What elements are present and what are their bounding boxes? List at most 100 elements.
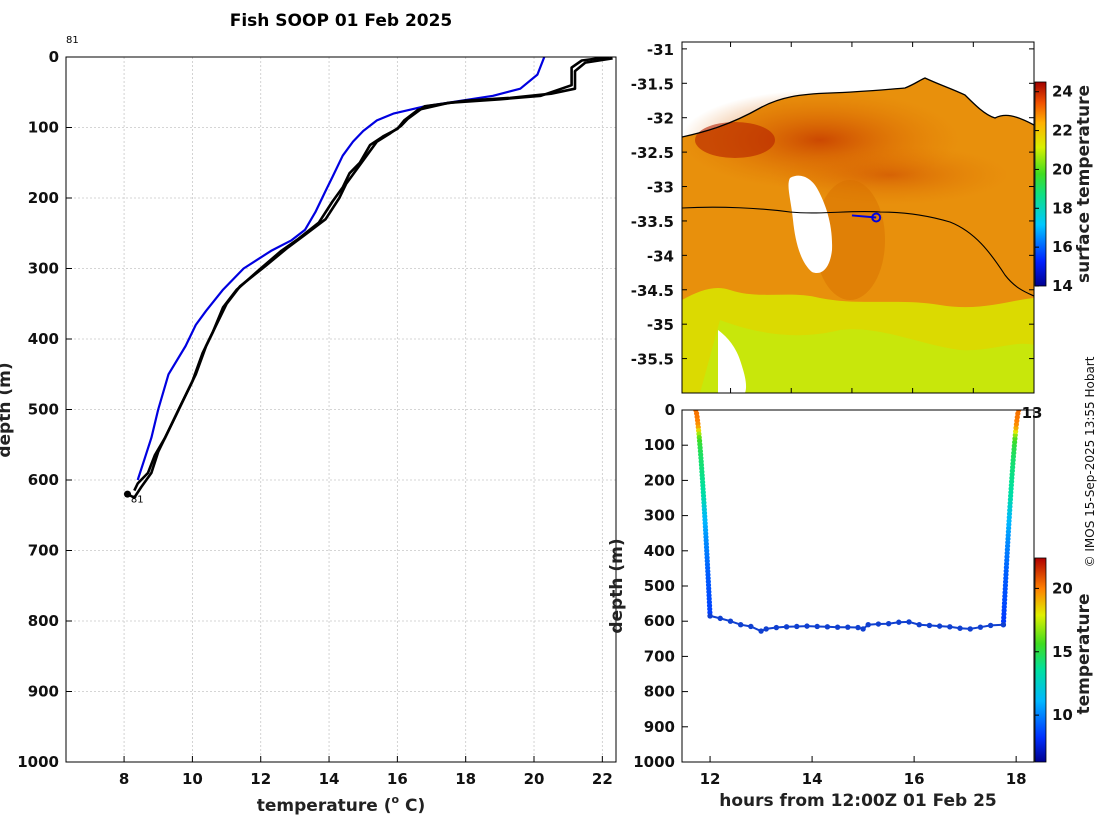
bottom-point xyxy=(727,618,734,624)
figure-title: Fish SOOP 01 Feb 2025 xyxy=(230,11,453,31)
map-ytick-label: -31 xyxy=(647,41,674,59)
depth-time-ytick-label: 800 xyxy=(644,683,675,701)
map-ticks: -31 -31.5 -32 -32.5 -33 -33.5 -34 -34.5 -35 -35.5… xyxy=(631,41,1043,422)
bottom-point xyxy=(906,619,912,625)
depth-time-series xyxy=(693,410,1022,634)
depth-time-ytick-label: 300 xyxy=(644,507,675,525)
map-colorbar-tick-label: 14 xyxy=(1052,277,1073,295)
profile-ylabel: depth (m) xyxy=(0,362,15,457)
bottom-point xyxy=(860,626,866,632)
depth-time-ytick-label: 900 xyxy=(644,718,675,736)
profile-black-2 xyxy=(126,57,613,499)
map-colorbar-tick-label: 24 xyxy=(1052,83,1073,101)
profile-blue xyxy=(136,57,546,481)
bottom-point xyxy=(804,623,810,629)
bottom-point xyxy=(987,622,994,629)
bottom-point xyxy=(936,623,943,629)
depth-time-xtick-label: 14 xyxy=(802,770,823,788)
bottom-point xyxy=(885,620,892,627)
profile-ytick-label: 1000 xyxy=(17,753,59,771)
depth-time-xtick-label: 12 xyxy=(700,770,721,788)
depth-time-colorbar-tick-label: 10 xyxy=(1052,706,1073,724)
map-eddy xyxy=(815,180,885,300)
profile-xtick-label: 22 xyxy=(592,770,613,788)
depth-time-ytick-label: 400 xyxy=(644,542,675,560)
bottom-point xyxy=(875,621,882,627)
profile-xlabel-tail: C) xyxy=(399,796,425,816)
bottom-point xyxy=(926,622,933,629)
profile-ytick-label: 600 xyxy=(28,471,59,489)
map-cooler-water xyxy=(700,320,1034,393)
bottom-point xyxy=(947,624,953,630)
depth-time-ytick-label: 1000 xyxy=(633,753,675,771)
bottom-point xyxy=(763,626,769,632)
depth-time-ylabel: depth (m) xyxy=(607,538,627,633)
profile-ytick-label: 800 xyxy=(28,612,59,630)
bottom-point xyxy=(916,622,922,628)
bottom-point xyxy=(737,622,744,628)
map-ytick-label: -34.5 xyxy=(631,282,674,300)
depth-time-ytick-label: 600 xyxy=(644,612,675,630)
map-xtick-label: 13 xyxy=(1022,404,1043,422)
map-axes-box xyxy=(681,41,1035,394)
profile-xtick-label: 12 xyxy=(250,770,271,788)
map-cloud-gap xyxy=(788,175,833,274)
map-colorbar-tick-label: 18 xyxy=(1052,199,1073,217)
profile-annotation-top: 81 xyxy=(66,35,79,46)
bottom-point xyxy=(865,622,871,628)
profile-ytick-label: 0 xyxy=(49,48,59,66)
profile-ytick-label: 300 xyxy=(28,260,59,278)
profile-ytick-label: 200 xyxy=(28,189,59,207)
profile-panel: 8 10 12 14 16 18 20 22 0 100 200 300 400 500 600 700 800… xyxy=(0,35,617,816)
map-ytick-label: -33 xyxy=(647,179,674,197)
bottom-point xyxy=(748,623,754,630)
map-colorbar-label: surface temperature xyxy=(1074,85,1094,283)
map-ytick-label: -32 xyxy=(647,110,674,128)
profile-xtick-label: 14 xyxy=(319,770,340,788)
profile-annotation-bottom: 81 xyxy=(131,495,144,506)
ascent-point xyxy=(1016,410,1022,413)
map-ship-position xyxy=(871,212,882,223)
depth-time-ticks: 12 14 16 18 0 100 200 300 400 500 600 700 800 900 1000 xyxy=(633,401,1026,788)
depth-time-ytick-label: 200 xyxy=(644,471,675,489)
bottom-point xyxy=(896,619,902,625)
depth-time-colorbar-tick-label: 15 xyxy=(1052,643,1073,661)
profile-xlabel-sup: o xyxy=(392,793,400,806)
map-ytick-label: -34 xyxy=(647,247,674,265)
map-ytick-label: -35 xyxy=(647,316,674,334)
bottom-point xyxy=(707,613,713,619)
sst-map-panel: -31 -31.5 -32 -32.5 -33 -33.5 -34 -34.5 -35 -35.5… xyxy=(631,41,1094,422)
map-shelf-contour xyxy=(682,206,1034,297)
depth-time-xlabel: hours from 12:00Z 01 Feb 25 xyxy=(719,791,997,811)
profile-black-1 xyxy=(133,57,610,492)
profile-grid xyxy=(66,57,616,762)
depth-time-ytick-label: 500 xyxy=(644,577,675,595)
map-colorbar-ticks: 14 16 18 20 22 24 xyxy=(1035,83,1073,295)
depth-time-panel: 12 14 16 18 0 100 200 300 400 500 600 700 800 900 1000… xyxy=(607,401,1094,811)
profile-xtick-label: 8 xyxy=(119,770,129,788)
depth-time-colorbar-ticks: 10 15 20 xyxy=(1035,579,1073,724)
bottom-point xyxy=(1000,622,1007,628)
map-coastline xyxy=(682,77,1034,138)
bottom-point xyxy=(814,623,820,630)
profile-xlabel: temperature (o C) xyxy=(257,793,426,816)
depth-time-xtick-label: 16 xyxy=(904,770,925,788)
bottom-point xyxy=(824,624,831,630)
depth-time-ytick-label: 100 xyxy=(644,436,675,454)
depth-time-axes-box xyxy=(681,409,1035,763)
bottom-point xyxy=(834,624,841,630)
map-ytick-label: -33.5 xyxy=(631,213,674,231)
profile-series xyxy=(126,57,613,499)
profile-xtick-label: 10 xyxy=(182,770,203,788)
profile-ytick-label: 100 xyxy=(28,119,59,137)
bottom-point xyxy=(977,624,984,630)
credit-text: © IMOS 15-Sep-2025 13:55 Hobart xyxy=(1083,356,1097,567)
profile-end-marker xyxy=(123,490,131,498)
bottom-point xyxy=(783,624,790,630)
bottom-point xyxy=(855,624,861,631)
bottom-point xyxy=(773,624,780,631)
bottom-point xyxy=(717,615,723,622)
bottom-point xyxy=(957,625,963,631)
profile-ytick-label: 900 xyxy=(28,683,59,701)
depth-time-colorbar xyxy=(1034,557,1047,763)
